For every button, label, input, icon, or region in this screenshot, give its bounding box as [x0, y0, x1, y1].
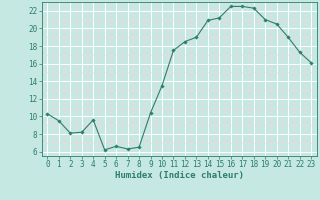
X-axis label: Humidex (Indice chaleur): Humidex (Indice chaleur) — [115, 171, 244, 180]
